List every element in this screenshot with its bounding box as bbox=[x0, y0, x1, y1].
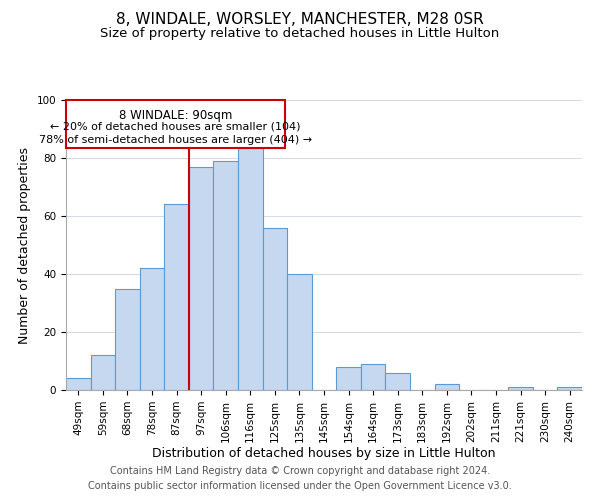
Bar bbox=[508, 387, 533, 390]
Text: Contains public sector information licensed under the Open Government Licence v3: Contains public sector information licen… bbox=[88, 481, 512, 491]
Bar bbox=[361, 364, 385, 390]
Bar bbox=[66, 378, 91, 390]
Bar bbox=[140, 268, 164, 390]
Text: 78% of semi-detached houses are larger (404) →: 78% of semi-detached houses are larger (… bbox=[39, 135, 312, 145]
Bar bbox=[263, 228, 287, 390]
Bar bbox=[557, 387, 582, 390]
Bar bbox=[238, 146, 263, 390]
Bar bbox=[115, 288, 140, 390]
Bar bbox=[287, 274, 312, 390]
Bar bbox=[434, 384, 459, 390]
Y-axis label: Number of detached properties: Number of detached properties bbox=[18, 146, 31, 344]
X-axis label: Distribution of detached houses by size in Little Hulton: Distribution of detached houses by size … bbox=[152, 448, 496, 460]
Bar bbox=[66, 100, 284, 148]
Text: ← 20% of detached houses are smaller (104): ← 20% of detached houses are smaller (10… bbox=[50, 122, 301, 132]
Bar bbox=[189, 166, 214, 390]
Text: Size of property relative to detached houses in Little Hulton: Size of property relative to detached ho… bbox=[100, 28, 500, 40]
Bar bbox=[91, 355, 115, 390]
Text: 8 WINDALE: 90sqm: 8 WINDALE: 90sqm bbox=[119, 108, 232, 122]
Text: 8, WINDALE, WORSLEY, MANCHESTER, M28 0SR: 8, WINDALE, WORSLEY, MANCHESTER, M28 0SR bbox=[116, 12, 484, 28]
Bar bbox=[336, 367, 361, 390]
Bar bbox=[385, 372, 410, 390]
Bar bbox=[214, 161, 238, 390]
Bar bbox=[164, 204, 189, 390]
Text: Contains HM Land Registry data © Crown copyright and database right 2024.: Contains HM Land Registry data © Crown c… bbox=[110, 466, 490, 476]
